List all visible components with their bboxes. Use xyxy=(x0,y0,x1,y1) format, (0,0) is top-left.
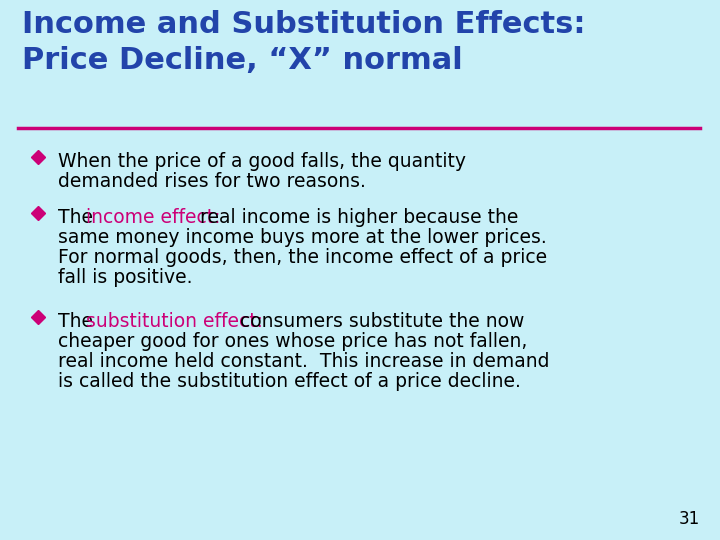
Text: is called the substitution effect of a price decline.: is called the substitution effect of a p… xyxy=(58,372,521,391)
Text: substitution effect:: substitution effect: xyxy=(86,312,263,331)
Text: real income held constant.  This increase in demand: real income held constant. This increase… xyxy=(58,352,549,371)
Text: When the price of a good falls, the quantity: When the price of a good falls, the quan… xyxy=(58,152,466,171)
Text: demanded rises for two reasons.: demanded rises for two reasons. xyxy=(58,172,366,191)
Text: fall is positive.: fall is positive. xyxy=(58,268,192,287)
Text: cheaper good for ones whose price has not fallen,: cheaper good for ones whose price has no… xyxy=(58,332,527,351)
Text: For normal goods, then, the income effect of a price: For normal goods, then, the income effec… xyxy=(58,248,547,267)
Text: consumers substitute the now: consumers substitute the now xyxy=(234,312,524,331)
Text: same money income buys more at the lower prices.: same money income buys more at the lower… xyxy=(58,228,546,247)
Text: The: The xyxy=(58,208,99,227)
Text: The: The xyxy=(58,312,99,331)
Text: Income and Substitution Effects:: Income and Substitution Effects: xyxy=(22,10,585,39)
Text: real income is higher because the: real income is higher because the xyxy=(194,208,518,227)
Text: income effect:: income effect: xyxy=(86,208,220,227)
Text: Price Decline, “X” normal: Price Decline, “X” normal xyxy=(22,46,463,75)
Text: 31: 31 xyxy=(679,510,700,528)
